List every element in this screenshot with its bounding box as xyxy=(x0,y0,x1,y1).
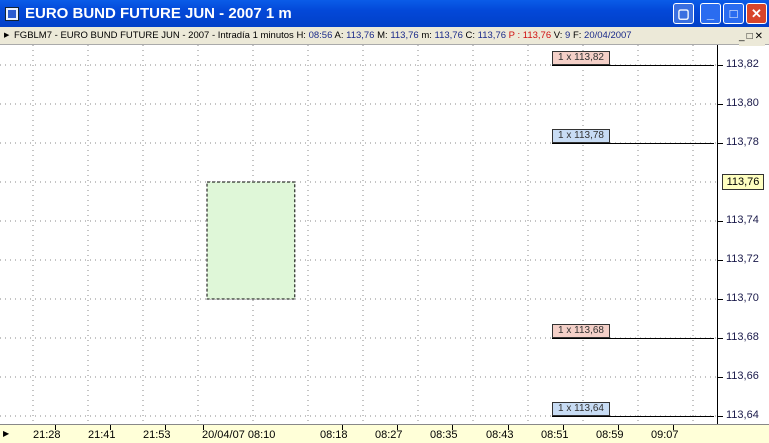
time-tick xyxy=(165,425,166,430)
price-tick xyxy=(717,377,723,378)
time-tick xyxy=(452,425,453,430)
p-value: 113,76 xyxy=(522,30,552,41)
pane-controls[interactable]: _□✕ xyxy=(739,28,765,46)
price-tick xyxy=(717,104,723,105)
time-tick xyxy=(110,425,111,430)
scroll-left-icon[interactable]: ▶ xyxy=(3,429,10,438)
order-line[interactable] xyxy=(552,65,714,66)
time-label: 21:28 xyxy=(33,429,61,441)
last-price-marker: 113,76 xyxy=(722,174,764,190)
time-tick xyxy=(508,425,509,430)
order-label[interactable]: 1 x 113,82 xyxy=(552,51,610,65)
price-tick xyxy=(717,221,723,222)
m-value: 113,76 xyxy=(390,30,419,41)
price-label: 113,80 xyxy=(726,97,759,109)
time-label: 08:43 xyxy=(486,429,514,441)
time-label: 09:07 xyxy=(651,429,679,441)
f-value: 20/04/2007 xyxy=(584,30,632,41)
h-value: 08:56 xyxy=(308,30,333,41)
time-label: 08:35 xyxy=(430,429,458,441)
v-value: 9 xyxy=(565,30,571,41)
close-button[interactable]: ✕ xyxy=(746,3,767,24)
time-label: 21:41 xyxy=(88,429,116,441)
time-label: 21:53 xyxy=(143,429,171,441)
selection-rectangle xyxy=(206,181,296,300)
time-label: 08:59 xyxy=(596,429,624,441)
time-label: 20/04/07 08:10 xyxy=(202,429,276,441)
time-label: 08:27 xyxy=(375,429,403,441)
order-label[interactable]: 1 x 113,78 xyxy=(552,129,610,143)
price-label: 113,72 xyxy=(726,253,759,265)
title-bar: EURO BUND FUTURE JUN - 2007 1 m ▢ _ □ ✕ xyxy=(0,0,769,27)
time-tick xyxy=(203,425,204,430)
time-tick xyxy=(55,425,56,430)
c-value: 113,76 xyxy=(477,30,507,41)
f-label: F: xyxy=(572,30,582,41)
price-label: 113,82 xyxy=(726,58,759,70)
min-value: 113,76 xyxy=(434,30,463,41)
a-value: 113,76 xyxy=(346,30,375,41)
time-axis: ▶ 21:28 21:41 21:53 20/04/07 08:10 08:18 08:2… xyxy=(0,424,769,443)
p-label: P : xyxy=(508,30,521,41)
price-label: 113,66 xyxy=(726,370,759,382)
maximize-button[interactable]: □ xyxy=(723,3,744,24)
restore-icon[interactable]: ▢ xyxy=(673,3,694,24)
price-chart[interactable] xyxy=(0,45,717,424)
min-label: m: xyxy=(421,30,432,41)
h-label: H: xyxy=(296,30,306,41)
quote-info-bar: ▶ FGBLM7 - EURO BUND FUTURE JUN - 2007 -… xyxy=(0,27,769,46)
order-line[interactable] xyxy=(552,143,714,144)
m-label: M: xyxy=(377,30,388,41)
order-label[interactable]: 1 x 113,64 xyxy=(552,402,610,416)
order-label[interactable]: 1 x 113,68 xyxy=(552,324,610,338)
time-tick xyxy=(397,425,398,430)
time-label: 08:18 xyxy=(320,429,348,441)
a-label: A: xyxy=(334,30,344,41)
time-tick xyxy=(618,425,619,430)
c-label: C: xyxy=(465,30,476,41)
order-line[interactable] xyxy=(552,416,714,417)
app-icon xyxy=(5,6,19,21)
price-label: 113,74 xyxy=(726,214,759,226)
price-tick xyxy=(717,65,723,66)
expand-arrow-icon[interactable]: ▶ xyxy=(4,32,10,39)
price-label: 113,68 xyxy=(726,331,759,343)
time-label: 08:51 xyxy=(541,429,569,441)
price-tick xyxy=(717,143,723,144)
price-tick xyxy=(717,299,723,300)
price-label: 113,78 xyxy=(726,136,759,148)
order-line[interactable] xyxy=(552,338,714,339)
minimize-button[interactable]: _ xyxy=(700,3,721,24)
price-tick xyxy=(717,416,723,417)
window-title: EURO BUND FUTURE JUN - 2007 1 m xyxy=(25,5,292,22)
price-tick xyxy=(717,338,723,339)
v-label: V: xyxy=(553,30,563,41)
price-label: 113,64 xyxy=(726,409,759,421)
time-tick xyxy=(673,425,674,430)
time-tick xyxy=(563,425,564,430)
price-tick xyxy=(717,260,723,261)
price-label: 113,70 xyxy=(726,292,759,304)
time-tick xyxy=(342,425,343,430)
symbol-text: FGBLM7 - EURO BUND FUTURE JUN - 2007 - I… xyxy=(14,30,294,41)
price-axis xyxy=(717,45,769,424)
